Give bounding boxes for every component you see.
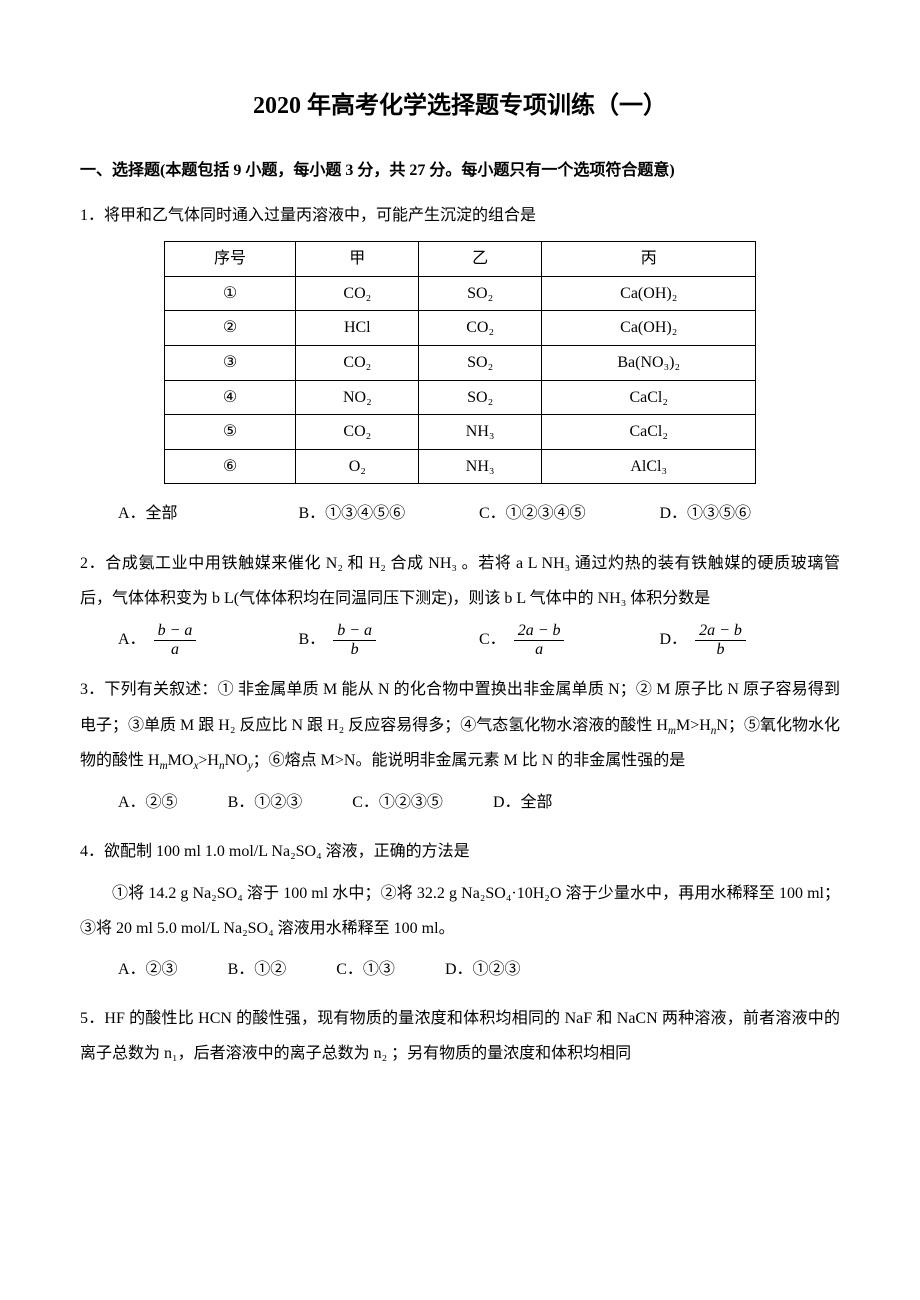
cell: CO₂ <box>296 345 419 380</box>
opt-label: D． <box>660 631 688 648</box>
fraction: 2a − b b <box>695 622 746 658</box>
table-row: ① CO₂ SO₂ Ca(OH)₂ <box>164 276 756 311</box>
q1-stem: 1．将甲和乙气体同时通入过量丙溶液中，可能产生沉淀的组合是 <box>80 198 840 233</box>
denominator: b <box>695 641 746 659</box>
q1-options: A．全部 B．①③④⑤⑥ C．①②③④⑤ D．①③⑤⑥ <box>118 496 840 531</box>
cell: SO₂ <box>419 276 542 311</box>
option-a: A．全部 <box>118 496 299 531</box>
question-2: 2．合成氨工业中用铁触媒来催化 N₂ 和 H₂ 合成 NH₃ 。若将 a L N… <box>80 546 840 659</box>
th-3: 丙 <box>542 242 756 277</box>
q3-options: A．②⑤ B．①②③ C．①②③⑤ D．全部 <box>118 785 840 820</box>
cell: SO₂ <box>419 380 542 415</box>
question-4: 4．欲配制 100 ml 1.0 mol/L Na₂SO₄ 溶液，正确的方法是 … <box>80 834 840 987</box>
q4-stem: 4．欲配制 100 ml 1.0 mol/L Na₂SO₄ 溶液，正确的方法是 <box>80 834 840 869</box>
denominator: a <box>154 641 197 659</box>
section-header: 一、选择题(本题包括 9 小题，每小题 3 分，共 27 分。每小题只有一个选项… <box>80 153 840 188</box>
fraction: b − a a <box>154 622 197 658</box>
option-c: C．①③ <box>336 952 395 987</box>
opt-label: B． <box>299 631 326 648</box>
q2-stem: 2．合成氨工业中用铁触媒来催化 N₂ 和 H₂ 合成 NH₃ 。若将 a L N… <box>80 546 840 616</box>
option-d: D．①③⑤⑥ <box>660 496 841 531</box>
cell: ⑤ <box>164 415 296 450</box>
t: NO <box>225 752 248 769</box>
page-title: 2020 年高考化学选择题专项训练（一） <box>80 80 840 133</box>
sub: m <box>668 725 676 737</box>
numerator: 2a − b <box>695 622 746 641</box>
table-row: ② HCl CO₂ Ca(OH)₂ <box>164 311 756 346</box>
option-a: A．②⑤ <box>118 785 178 820</box>
option-c: C． 2a − b a <box>479 622 660 658</box>
sub: m <box>160 761 168 773</box>
cell: AlCl₃ <box>542 449 756 484</box>
option-d: D．全部 <box>493 785 553 820</box>
cell: ② <box>164 311 296 346</box>
question-1: 1．将甲和乙气体同时通入过量丙溶液中，可能产生沉淀的组合是 序号 甲 乙 丙 ①… <box>80 198 840 532</box>
option-b: B．①②③ <box>228 785 303 820</box>
option-c: C．①②③④⑤ <box>479 496 660 531</box>
option-b: B．①② <box>228 952 287 987</box>
table-header-row: 序号 甲 乙 丙 <box>164 242 756 277</box>
table-row: ④ NO₂ SO₂ CaCl₂ <box>164 380 756 415</box>
cell: CaCl₂ <box>542 415 756 450</box>
cell: NH₃ <box>419 449 542 484</box>
opt-label: C． <box>479 631 506 648</box>
q3-stem: 3．下列有关叙述：① 非金属单质 M 能从 N 的化合物中置换出非金属单质 N；… <box>80 672 840 779</box>
cell: Ca(OH)₂ <box>542 276 756 311</box>
cell: CO₂ <box>296 276 419 311</box>
th-0: 序号 <box>164 242 296 277</box>
fraction: 2a − b a <box>514 622 565 658</box>
q2-options: A． b − a a B． b − a b C． 2a − b a D． 2a … <box>118 622 840 658</box>
option-c: C．①②③⑤ <box>352 785 443 820</box>
cell: NH₃ <box>419 415 542 450</box>
numerator: b − a <box>154 622 197 641</box>
numerator: 2a − b <box>514 622 565 641</box>
cell: CO₂ <box>419 311 542 346</box>
option-a: A． b − a a <box>118 622 299 658</box>
cell: HCl <box>296 311 419 346</box>
cell: ⑥ <box>164 449 296 484</box>
denominator: b <box>333 641 376 659</box>
table-row: ⑥ O₂ NH₃ AlCl₃ <box>164 449 756 484</box>
table-row: ③ CO₂ SO₂ Ba(NO₃)₂ <box>164 345 756 380</box>
q4-options: A．②③ B．①② C．①③ D．①②③ <box>118 952 840 987</box>
question-5: 5．HF 的酸性比 HCN 的酸性强，现有物质的量浓度和体积均相同的 NaF 和… <box>80 1001 840 1071</box>
t: ；⑥熔点 M>N。能说明非金属元素 M 比 N 的非金属性强的是 <box>253 752 686 769</box>
q4-body: ①将 14.2 g Na₂SO₄ 溶于 100 ml 水中；②将 32.2 g … <box>80 876 840 946</box>
cell: ③ <box>164 345 296 380</box>
cell: NO₂ <box>296 380 419 415</box>
option-b: B．①③④⑤⑥ <box>299 496 480 531</box>
cell: SO₂ <box>419 345 542 380</box>
table-row: ⑤ CO₂ NH₃ CaCl₂ <box>164 415 756 450</box>
option-a: A．②③ <box>118 952 178 987</box>
cell: Ba(NO₃)₂ <box>542 345 756 380</box>
cell: O₂ <box>296 449 419 484</box>
option-d: D． 2a − b b <box>660 622 841 658</box>
cell: Ca(OH)₂ <box>542 311 756 346</box>
th-1: 甲 <box>296 242 419 277</box>
cell: ① <box>164 276 296 311</box>
th-2: 乙 <box>419 242 542 277</box>
fraction: b − a b <box>333 622 376 658</box>
q5-stem: 5．HF 的酸性比 HCN 的酸性强，现有物质的量浓度和体积均相同的 NaF 和… <box>80 1001 840 1071</box>
cell: ④ <box>164 380 296 415</box>
cell: CO₂ <box>296 415 419 450</box>
option-b: B． b − a b <box>299 622 480 658</box>
denominator: a <box>514 641 565 659</box>
t: >H <box>198 752 219 769</box>
cell: CaCl₂ <box>542 380 756 415</box>
t: MO <box>168 752 194 769</box>
numerator: b − a <box>333 622 376 641</box>
opt-label: A． <box>118 631 146 648</box>
option-d: D．①②③ <box>445 952 521 987</box>
t: M>H <box>676 717 711 734</box>
question-3: 3．下列有关叙述：① 非金属单质 M 能从 N 的化合物中置换出非金属单质 N；… <box>80 672 840 820</box>
q1-table: 序号 甲 乙 丙 ① CO₂ SO₂ Ca(OH)₂ ② HCl CO₂ Ca(… <box>164 241 757 484</box>
